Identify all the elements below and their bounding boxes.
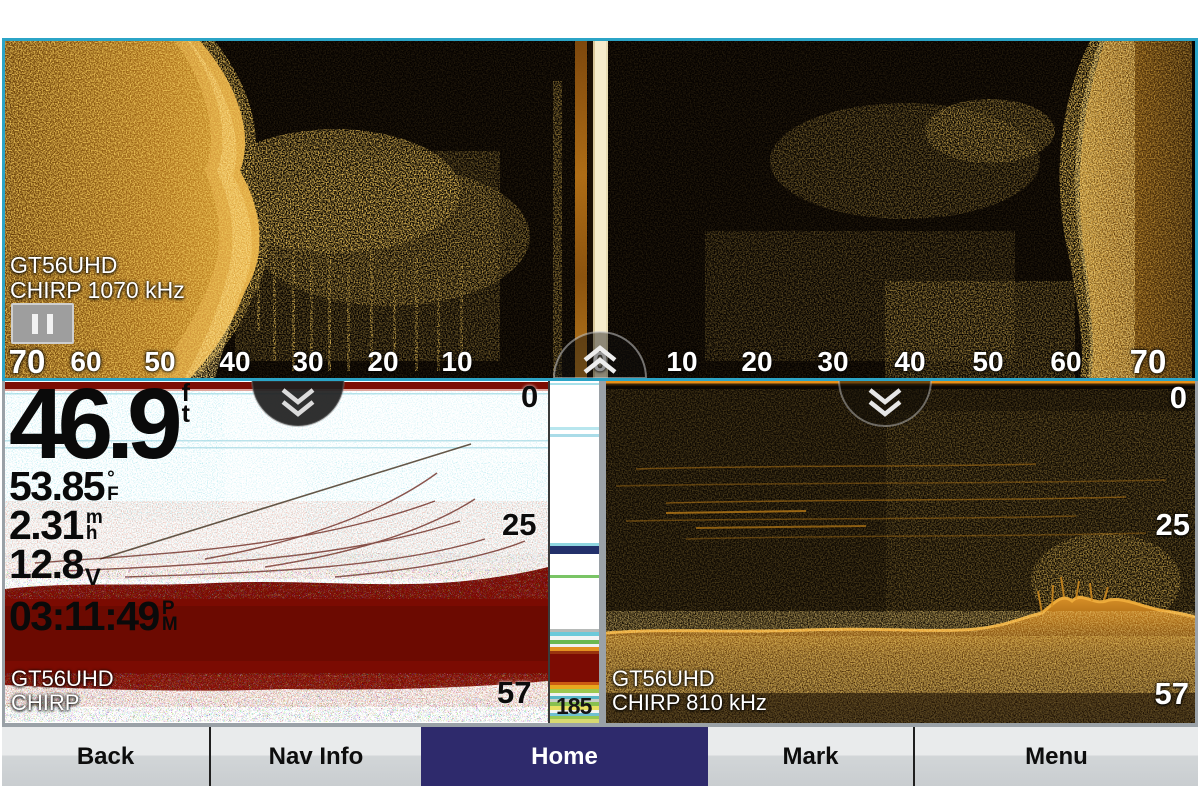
time-unit: P M [161,598,178,635]
temperature-unit: ° F [107,468,119,505]
range-tick: 50 [972,346,1004,377]
sidevu-panel[interactable]: GT56UHD CHIRP 1070 kHz 70 60 50 40 30 20… [2,38,1198,378]
voltage-readout: 12.8 V [9,541,190,597]
range-tick: 10 [666,346,698,377]
range-tick: 60 [1050,346,1082,377]
depth-readout: 46.9 f t [9,381,190,480]
range-tick: 20 [741,346,773,377]
pause-button[interactable] [11,303,74,344]
depth-scale-57: 57 [497,675,532,710]
ascope-value: 185 [556,693,592,719]
range-tick: 10 [441,346,473,377]
bottom-panels: 46.9 f t 53.85 ° F 2.31 m [2,378,1198,727]
speed-unit: m h [85,507,103,544]
chevron-down-icon[interactable] [837,381,933,427]
clearvu-source-name: GT56UHD [612,666,715,691]
speed-value: 2.31 [9,502,84,548]
sonar-frequency-label: CHIRP [11,690,80,715]
panel-divider [599,381,606,723]
range-tick: 70 [8,343,46,378]
clearvu-image [606,381,1195,723]
voltage-unit: V [84,564,101,591]
time-value: 03:11:49 [9,593,160,639]
depth-unit: f t [181,381,190,428]
chevron-down-icon[interactable] [250,381,346,427]
pause-icon [32,313,53,334]
sidevu-sonar-image [5,41,1195,378]
range-tick: 50 [144,346,176,377]
range-tick: 20 [367,346,399,377]
sidevu-source-label: GT56UHD CHIRP 1070 kHz [10,253,185,303]
depth-scale-0: 0 [521,381,539,414]
range-tick: 60 [70,346,102,377]
depth-scale-25: 25 [502,507,537,542]
temperature-value: 53.85 [9,463,106,509]
sonar-panel[interactable]: 46.9 f t 53.85 ° F 2.31 m [5,381,599,723]
sonar-image [5,381,548,723]
time-readout: 03:11:49 P M [9,593,190,639]
range-tick: 30 [292,346,324,377]
depth-scale-0: 0 [1169,381,1187,415]
menu-bar: Back Nav Info Home Mark Menu [2,727,1198,786]
data-overlay: 46.9 f t 53.85 ° F 2.31 m [9,381,190,639]
sonar-source-name: GT56UHD [11,666,114,691]
sidevu-frequency-label: CHIRP 1070 kHz [10,277,185,303]
depth-scale-57: 57 [1154,676,1189,711]
menu-button-menu[interactable]: Menu [915,727,1198,786]
chevron-up-icon[interactable] [552,329,648,378]
depth-value: 46.9 [9,381,183,480]
depth-scale-25: 25 [1155,507,1190,542]
speed-readout: 2.31 m h [9,502,190,548]
ascope-strip: 185 [550,381,599,723]
range-tick: 70 [1129,343,1167,378]
ascope-divider [548,381,550,723]
range-tick: 40 [219,346,251,377]
range-tick: 30 [817,346,849,377]
sidevu-source-name: GT56UHD [10,252,118,278]
range-tick: 40 [894,346,926,377]
menu-button-back[interactable]: Back [2,727,211,786]
voltage-value: 12.8 [9,541,84,587]
menu-button-mark[interactable]: Mark [708,727,915,786]
temperature-readout: 53.85 ° F [9,463,190,509]
menu-button-navinfo[interactable]: Nav Info [211,727,421,786]
clearvu-panel[interactable]: 0 25 57 GT56UHD CHIRP 810 kHz [606,381,1195,723]
menu-button-home[interactable]: Home [421,727,708,786]
sonar-source-label: GT56UHD CHIRP [11,667,114,715]
clearvu-frequency-label: CHIRP 810 kHz [612,690,767,715]
clearvu-source-label: GT56UHD CHIRP 810 kHz [612,667,767,715]
